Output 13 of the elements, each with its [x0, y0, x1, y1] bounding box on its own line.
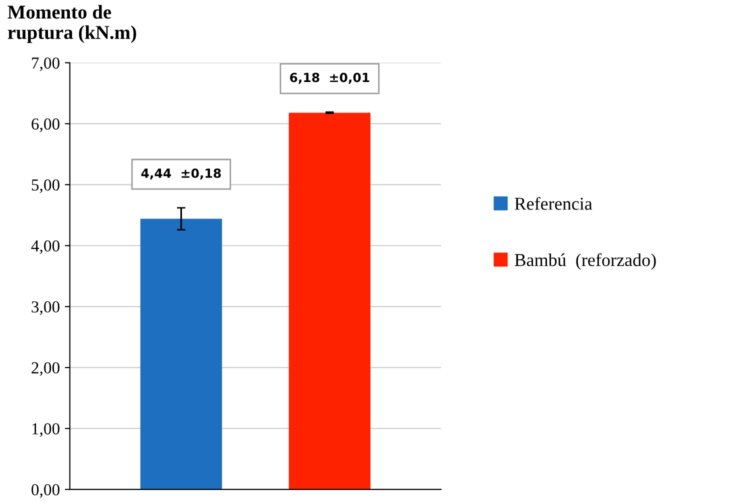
y-axis-title: Momento de ruptura (kN.m) [8, 5, 136, 43]
y-tick-label: 3,00 [32, 301, 60, 315]
y-tick-label: 5,00 [32, 179, 60, 194]
legend-label: Referencia [514, 196, 592, 210]
y-tick-label: 0,00 [32, 484, 60, 498]
data-label: 4,44 ±0,18 [141, 168, 221, 180]
legend-label: Bambú (reforzado) [514, 253, 656, 270]
y-tick-label: 7,00 [32, 57, 60, 72]
y-tick-label: 1,00 [32, 423, 60, 437]
y-tick-label: 6,00 [32, 118, 60, 132]
y-tick-label: 2,00 [32, 362, 60, 376]
data-label: 6,18 ±0,01 [290, 72, 370, 84]
y-tick-label: 4,00 [31, 240, 60, 254]
